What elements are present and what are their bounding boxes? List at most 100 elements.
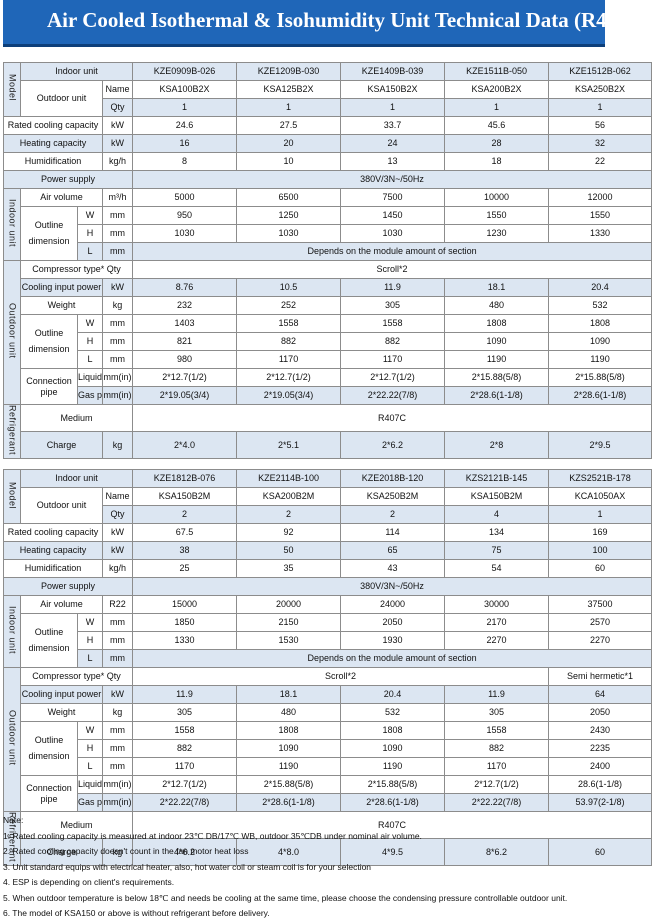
table-row: Weight kg 232 252 305 480 532: [4, 296, 653, 315]
cooling-input-cell: 11.9: [444, 685, 550, 705]
unit-air-volume: R22: [101, 595, 134, 615]
humidification-cell: 10: [236, 152, 342, 171]
outdoor-h-cell: 2235: [548, 739, 653, 759]
unit-mm: mm: [101, 332, 134, 351]
note-item: 6. The model of KSA150 or above is witho…: [3, 908, 270, 918]
l-label: L: [77, 350, 103, 369]
indoor-unit-label: Indoor unit: [19, 469, 134, 489]
compressor-value: Scroll*2: [132, 667, 550, 687]
model-cell: KZE1209B-030: [236, 62, 342, 81]
table-row: Power supply 380V/3N~/50Hz: [2, 577, 653, 597]
qty-cell: 1: [444, 98, 550, 117]
outline-label: Outline: [34, 627, 64, 638]
outdoor-l-cell: 1190: [444, 350, 550, 369]
weight-label: Weight: [20, 296, 103, 315]
indoor-h-cell: 1030: [340, 224, 446, 243]
charge-cell: 4*9.5: [340, 838, 446, 867]
unit-mm: mm: [101, 613, 134, 633]
unit-kw: kW: [101, 685, 134, 705]
liquid-pipe-cell: 2*15.88(5/8): [444, 368, 550, 387]
medium-label: Medium: [19, 811, 134, 840]
gas-pipe-cell: 2*28.6(1-1/8): [548, 386, 653, 405]
rated-cooling-cell: 134: [444, 523, 550, 543]
humidification-cell: 8: [132, 152, 238, 171]
refrigerant-section: Refrigerant: [3, 403, 21, 460]
l-label: L: [77, 757, 103, 777]
outline-dimension-label: Outline dimension: [20, 721, 78, 777]
h-label: H: [77, 631, 103, 651]
rated-cooling-cell: 24.6: [132, 116, 238, 135]
compressor-value-last: Semi hermetic*1: [548, 667, 653, 687]
outdoor-section: Outdoor unit: [3, 260, 21, 405]
weight-cell: 232: [132, 296, 238, 315]
table-row: Heating capacity kW 38 50 65 75 100: [3, 541, 653, 561]
outdoor-h-cell: 882: [340, 332, 446, 351]
qty-cell: 2: [340, 505, 446, 525]
table-row: Cooling input power kW 11.9 18.1 20.4 11.9 64: [4, 685, 653, 705]
table-row: Heating capacity kW 16 20 24 28 32: [3, 134, 653, 153]
qty-cell: 1: [548, 98, 653, 117]
outdoor-w-cell: 2430: [548, 721, 653, 741]
indoor-section: Indoor unit: [3, 188, 21, 261]
cooling-input-cell: 64: [548, 685, 653, 705]
section-label: Refrigerant: [7, 812, 18, 863]
outdoor-w-cell: 1558: [132, 721, 238, 741]
outdoor-l-cell: 980: [132, 350, 238, 369]
unit-kgh: kg/h: [101, 559, 134, 579]
indoor-unit-label: Indoor unit: [19, 62, 134, 81]
medium-value: R407C: [132, 403, 653, 433]
gas-pipe-cell: 2*28.6(1-1/8): [236, 793, 342, 813]
unit-mm: mm: [101, 242, 134, 261]
rated-cooling-label: Rated cooling capacity: [3, 523, 103, 543]
table-row: Gas pipemm(in)2*22.22(7/8)2*28.6(1-1/8)2…: [4, 793, 653, 813]
outdoor-l-cell: 1190: [340, 757, 446, 777]
compressor-value: Scroll*2: [132, 260, 653, 279]
table-row: Rated cooling capacity kW 67.5 92 114 134 169: [3, 523, 653, 543]
note-item: 5. When outdoor temperature is below 18℃…: [3, 892, 568, 903]
indoor-w-cell: 2570: [548, 613, 653, 633]
unit-mm-in: mm(in): [101, 793, 134, 813]
w-label: W: [77, 613, 103, 633]
cooling-input-cell: 18.1: [444, 278, 550, 297]
air-volume-cell: 6500: [236, 188, 342, 207]
table-row: Humidification kg/h 25 35 43 54 60: [3, 559, 653, 579]
unit-mm: mm: [101, 721, 134, 741]
weight-cell: 480: [444, 296, 550, 315]
pipe-label: pipe: [40, 386, 58, 397]
outdoor-name-cell: KSA150B2X: [340, 80, 446, 99]
liquid-pipe-cell: 2*12.7(1/2): [132, 368, 238, 387]
unit-mm: mm: [101, 350, 134, 369]
w-label: W: [77, 721, 103, 741]
air-volume-cell: 5000: [132, 188, 238, 207]
rated-cooling-cell: 56: [548, 116, 653, 135]
heating-cell: 16: [132, 134, 238, 153]
dimension-label: dimension: [28, 643, 70, 654]
outdoor-name-cell: KSA200B2X: [444, 80, 550, 99]
unit-kw: kW: [101, 134, 134, 153]
medium-label: Medium: [19, 403, 134, 433]
outdoor-l-cell: 1190: [548, 350, 653, 369]
qty-cell: 1: [132, 98, 238, 117]
indoor-h-cell: 2270: [444, 631, 550, 651]
power-supply-value: 380V/3N~/50Hz: [132, 577, 653, 597]
unit-mm: mm: [101, 314, 134, 333]
cooling-input-cell: 18.1: [236, 685, 342, 705]
page-title: Air Cooled Isothermal & Isohumidity Unit…: [47, 8, 650, 32]
table-row: Charge kg 4*6.2 4*8.0 4*9.5 8*6.2 60: [4, 838, 653, 867]
weight-cell: 252: [236, 296, 342, 315]
outdoor-name-cell: KSA250B2X: [548, 80, 653, 99]
outdoor-w-cell: 1558: [444, 721, 550, 741]
outline-dimension-label: Outline dimension: [20, 613, 78, 669]
outdoor-l-cell: 1170: [340, 350, 446, 369]
power-supply-value: 380V/3N~/50Hz: [132, 170, 653, 189]
dimension-label: dimension: [28, 344, 70, 354]
unit-mm: mm: [101, 631, 134, 651]
outdoor-name-cell: KSA150B2M: [132, 487, 238, 507]
table-row: Refrigerant Medium R407C: [3, 403, 653, 460]
model-cell: KZE0909B-026: [132, 62, 238, 81]
outdoor-h-cell: 1090: [340, 739, 446, 759]
section-label: Model: [7, 74, 18, 102]
gas-pipe-cell: 2*22.22(7/8): [132, 793, 238, 813]
connection-label: Connection: [26, 375, 72, 386]
